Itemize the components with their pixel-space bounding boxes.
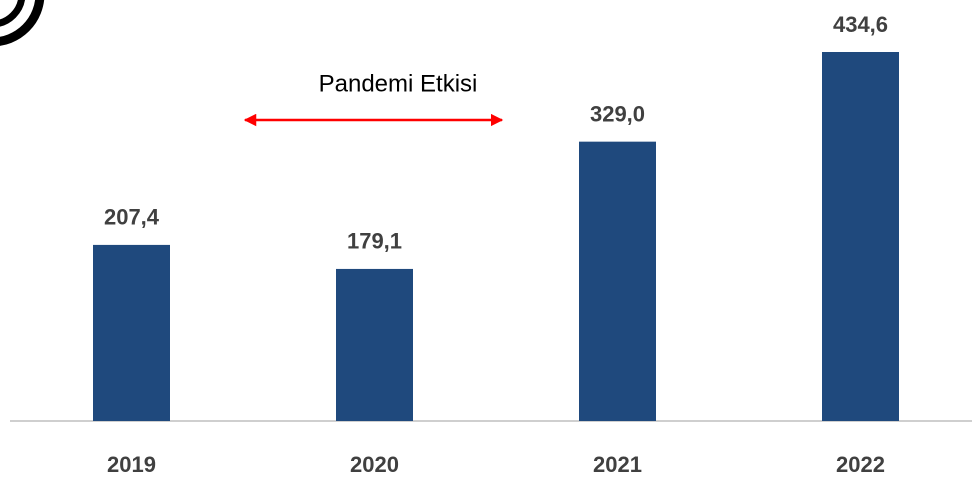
value-label: 179,1 — [347, 229, 402, 254]
value-label: 434,6 — [833, 12, 888, 37]
x-tick-label: 2022 — [836, 452, 885, 477]
x-tick-label: 2020 — [350, 452, 399, 477]
x-tick-label: 2021 — [593, 452, 642, 477]
value-label: 207,4 — [104, 205, 160, 230]
bar — [822, 52, 899, 421]
x-tick-label: 2019 — [107, 452, 156, 477]
bar — [579, 141, 656, 421]
bar — [336, 268, 413, 421]
value-label: 329,0 — [590, 101, 645, 126]
annotation: Pandemi Etkisi — [319, 70, 478, 97]
bar — [93, 244, 170, 421]
logo — [0, 0, 45, 46]
